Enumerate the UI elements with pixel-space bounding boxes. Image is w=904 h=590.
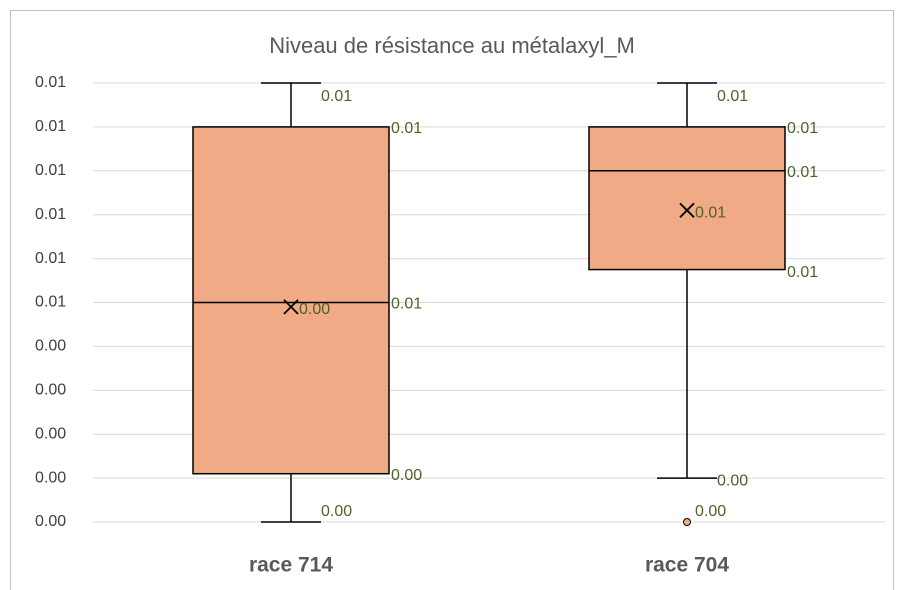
data-label: 0.01 (787, 164, 818, 181)
data-label: 0.01 (787, 120, 818, 137)
data-label: 0.01 (787, 264, 818, 281)
y-tick-label: 0.00 (35, 338, 66, 355)
data-label: 0.00 (717, 472, 748, 489)
y-tick-label: 0.01 (35, 294, 66, 311)
y-tick-label: 0.00 (35, 425, 66, 442)
x-tick-label: race 704 (645, 554, 729, 577)
data-label: 0.01 (391, 296, 422, 313)
data-label: 0.00 (321, 503, 352, 520)
x-tick-label: race 714 (249, 554, 333, 577)
data-label: 0.00 (299, 301, 330, 318)
y-tick-label: 0.00 (35, 513, 66, 530)
y-tick-label: 0.01 (35, 74, 66, 91)
mean-marker (283, 299, 299, 315)
chart-border (10, 10, 894, 590)
data-label: 0.01 (695, 205, 726, 222)
y-tick-label: 0.01 (35, 206, 66, 223)
y-tick-label: 0.01 (35, 162, 66, 179)
data-label: 0.00 (391, 467, 422, 484)
box (588, 126, 786, 271)
data-label: 0.01 (321, 88, 352, 105)
data-label: 0.00 (695, 503, 726, 520)
data-label: 0.01 (391, 120, 422, 137)
data-label: 0.01 (717, 88, 748, 105)
y-tick-label: 0.01 (35, 250, 66, 267)
mean-marker (679, 202, 695, 218)
y-tick-label: 0.00 (35, 382, 66, 399)
y-tick-label: 0.00 (35, 469, 66, 486)
box (192, 126, 390, 475)
y-tick-label: 0.01 (35, 118, 66, 135)
outlier (683, 518, 691, 526)
chart-title: Niveau de résistance au métalaxyl_M (269, 33, 635, 58)
